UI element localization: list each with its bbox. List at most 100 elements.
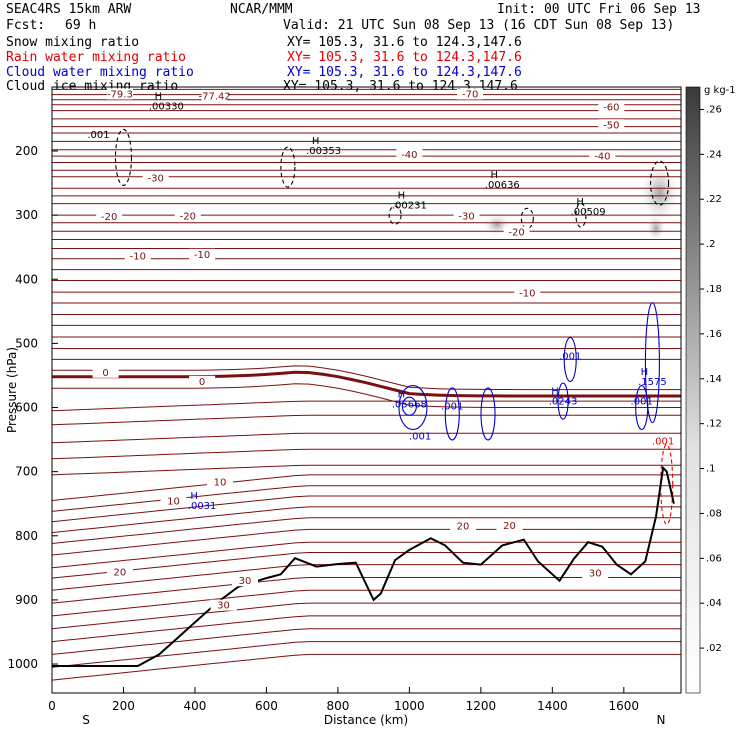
snow-shading-blob xyxy=(646,215,665,240)
field-rain-name: Rain water mixing ratio xyxy=(6,50,187,65)
isotherm-label: 0 xyxy=(199,377,205,388)
snow-ice-max-value: .00636 xyxy=(485,180,520,191)
isotherm-label: 20 xyxy=(114,567,127,578)
cloud-water-max-value: .0031 xyxy=(188,501,217,512)
isotherm-label-bg xyxy=(92,366,119,378)
valid-time: Valid: 21 UTC Sun 08 Sep 13 (16 CDT Sun … xyxy=(283,18,675,33)
isotherm-label-bg xyxy=(514,287,541,299)
cloud-water-contour xyxy=(401,396,417,416)
isotherm-label: -30 xyxy=(458,211,474,222)
isotherm-line xyxy=(52,628,681,655)
isotherm-line-10 xyxy=(52,485,681,512)
isotherm-line xyxy=(52,564,681,591)
isotherm-label: -10 xyxy=(130,252,146,263)
colorbar-label: .08 xyxy=(706,508,722,519)
y-tick-label: 1000 xyxy=(7,657,38,671)
init-time: Init: 00 UTC Fri 06 Sep 13 xyxy=(497,2,701,17)
colorbar-label: .14 xyxy=(706,374,722,385)
y-tick-label: 300 xyxy=(15,208,38,222)
isotherm-line xyxy=(52,517,681,544)
colorbar-unit: g kg-1 xyxy=(704,85,736,96)
model-title: SEAC4RS 15km ARW xyxy=(6,2,132,17)
cloud-water-max-value: .001 xyxy=(409,432,431,443)
cloud-water-max-value: .0243 xyxy=(549,396,578,407)
field-snow-name: Snow mixing ratio xyxy=(6,35,140,50)
snow-ice-max-value: .001 xyxy=(87,130,109,141)
isotherm-label-bg xyxy=(124,250,151,262)
isotherm-label: 30 xyxy=(239,576,252,587)
endpoint-north-label: N xyxy=(657,713,666,727)
isotherm-line xyxy=(52,653,681,681)
isotherm-label-bg xyxy=(210,599,237,611)
snow-ice-max-h-label: H xyxy=(491,170,499,181)
snow-ice-contour xyxy=(114,128,133,186)
isotherm-line xyxy=(52,528,681,556)
rain-water-contour xyxy=(660,443,674,526)
colorbar-label: .12 xyxy=(706,419,722,430)
y-tick-label: 600 xyxy=(15,401,38,415)
snow-ice-contour xyxy=(575,202,587,228)
cloud-water-max-value: .05668 xyxy=(392,400,427,411)
isotherm-label-bg xyxy=(449,520,476,532)
snow-ice-contour xyxy=(280,146,296,188)
terrain-line xyxy=(52,465,675,667)
snow-ice-max-h-label: H xyxy=(398,191,406,202)
isotherm-label-bg xyxy=(231,575,258,587)
isotherm-label-bg xyxy=(142,172,169,184)
field-cloudwater-name: Cloud water mixing ratio xyxy=(6,65,194,80)
plot-frame xyxy=(51,86,682,694)
isotherm-label: -20 xyxy=(180,211,196,222)
cloud-water-max-h-label: H xyxy=(641,367,649,378)
x-tick-label: 1000 xyxy=(394,699,425,713)
cloud-water-contour xyxy=(563,336,577,382)
isotherm-label-bg xyxy=(96,210,123,222)
isotherm-label: -10 xyxy=(194,250,210,261)
isotherm-line-30 xyxy=(52,602,681,630)
snow-ice-max-h-label: H xyxy=(312,136,320,147)
cloud-water-contour xyxy=(398,384,428,431)
cloud-water-contour xyxy=(444,387,460,441)
axes-layer: 0 200 400 600 800 1000 1200 1400 160020030040050… xyxy=(7,144,639,713)
y-tick-label: 800 xyxy=(15,529,38,543)
isotherm-label: 10 xyxy=(214,477,227,488)
isotherm-label: -77.42 xyxy=(198,91,230,102)
snow-ice-max-value: .00231 xyxy=(392,201,427,212)
isotherm-label-bg xyxy=(503,226,530,238)
isotherm-line-20 xyxy=(52,541,681,569)
cloud-water-contour xyxy=(557,382,569,420)
cloud-water-max-value: .001 xyxy=(441,401,463,412)
colorbar-label: .22 xyxy=(706,194,722,205)
colorbar-label: .04 xyxy=(706,598,722,609)
org-label: NCAR/MMM xyxy=(230,2,293,17)
isotherm-label-bg xyxy=(206,476,233,488)
hydrometeor-contours xyxy=(114,128,674,526)
isotherm-label-bg xyxy=(496,520,523,532)
isotherm-label: -30 xyxy=(147,173,163,184)
colorbar-label: .16 xyxy=(706,329,722,340)
isotherm-label: 0 xyxy=(102,368,108,379)
fcst-label: Fcst: xyxy=(6,18,46,33)
y-axis-label: Pressure (hPa) xyxy=(5,347,19,433)
colorbar-label: .24 xyxy=(706,149,722,160)
isotherm-line xyxy=(52,589,681,617)
isotherm-label-bg xyxy=(598,101,625,113)
colorbar-label: .06 xyxy=(706,553,722,564)
snow-ice-contour xyxy=(388,205,402,225)
snow-ice-max-h-label: H xyxy=(576,197,584,208)
field-snow-xy: XY= 105.3, 31.6 to 124.3,147.6 xyxy=(287,35,522,50)
isotherm-label-bg xyxy=(189,248,216,260)
isotherm-label-bg xyxy=(396,148,423,160)
x-tick-label: 800 xyxy=(326,699,349,713)
isotherm-label: 20 xyxy=(457,522,470,533)
isotherm-label: 30 xyxy=(589,569,602,580)
isotherm-label: -60 xyxy=(603,102,619,113)
colorbar-label: .18 xyxy=(706,284,722,295)
contour-labels-layer: -79.3 -77.42 -70 -60 -50 -40 -40 -30 -30 -20 -20 -2… xyxy=(87,88,674,612)
isotherm-label: -10 xyxy=(519,288,535,299)
colorbar-label: .02 xyxy=(706,643,722,654)
isotherm-line xyxy=(52,365,681,391)
x-tick-label: 200 xyxy=(112,699,135,713)
x-tick-label: 1400 xyxy=(537,699,568,713)
colorbar-ramp xyxy=(685,86,701,694)
